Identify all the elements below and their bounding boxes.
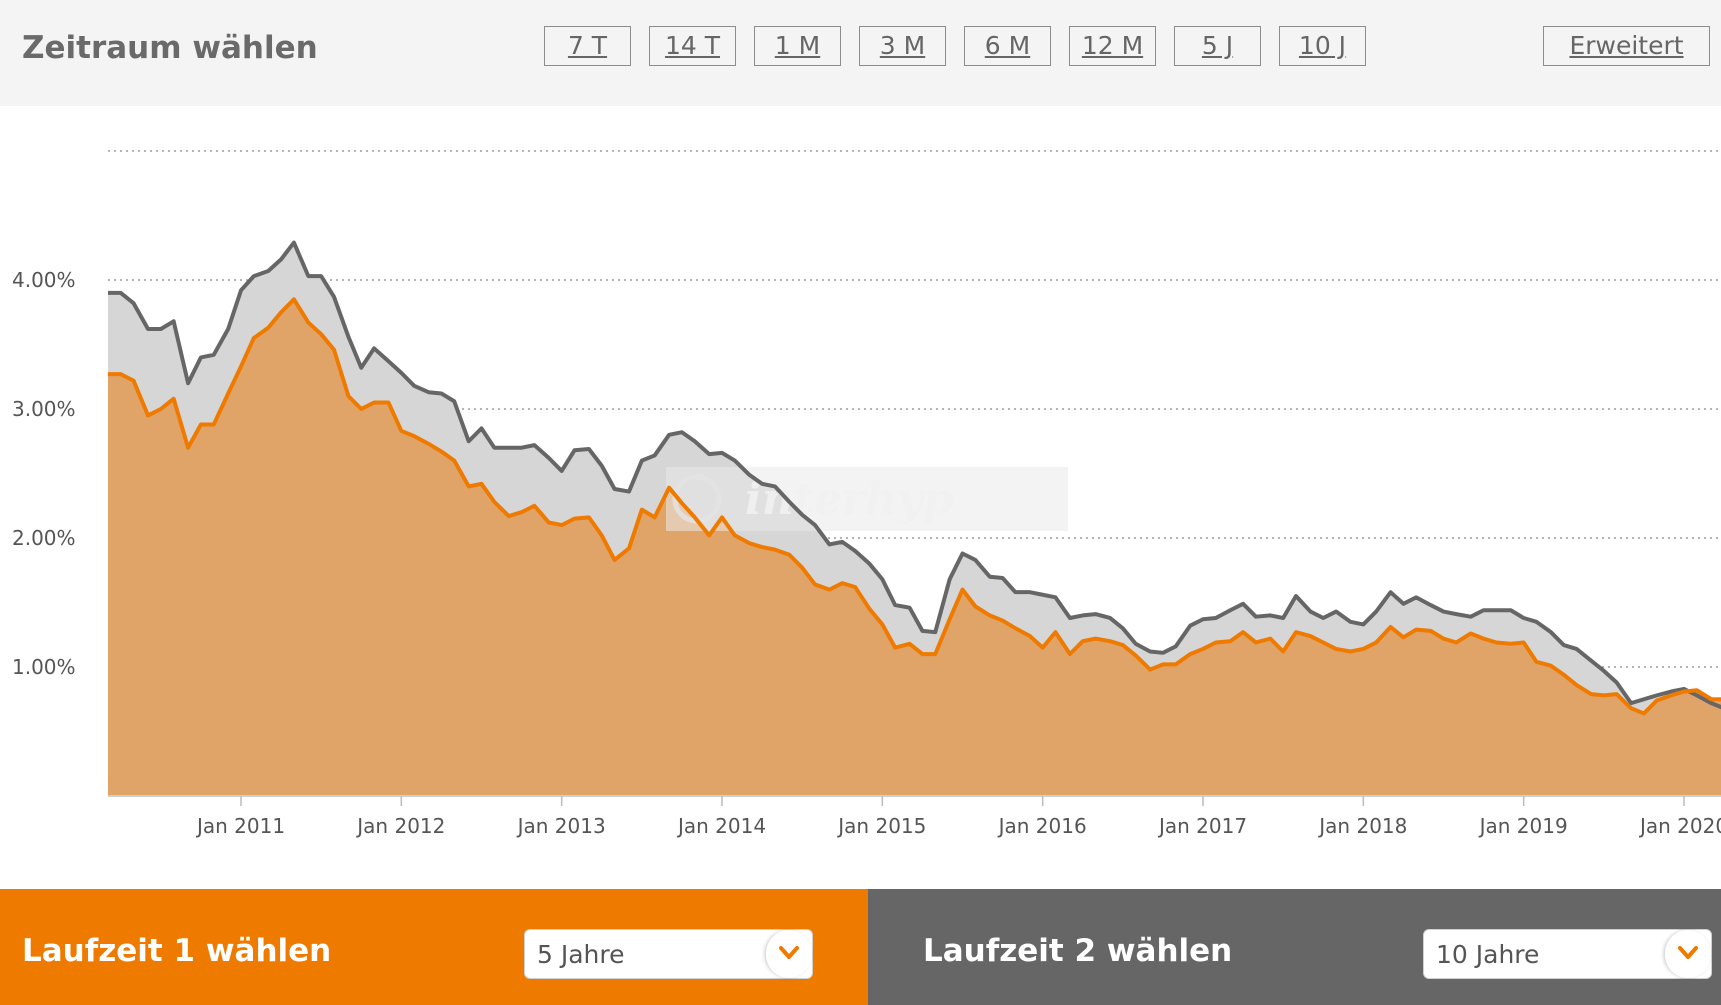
term2-value: 10 Jahre <box>1436 940 1539 969</box>
advanced-button[interactable]: Erweitert <box>1543 26 1710 66</box>
x-tick-label: Jan 2019 <box>1478 814 1568 838</box>
x-tick-label: Jan 2014 <box>676 814 766 838</box>
term1-panel: Laufzeit 1 wählen 5 Jahre <box>0 889 868 1005</box>
term2-panel: Laufzeit 2 wählen 10 Jahre <box>868 889 1721 1005</box>
term1-label: Laufzeit 1 wählen <box>22 933 331 969</box>
term1-value: 5 Jahre <box>537 940 625 969</box>
x-tick-label: Jan 2012 <box>355 814 445 838</box>
term2-select[interactable]: 10 Jahre <box>1423 929 1712 979</box>
term2-label: Laufzeit 2 wählen <box>923 933 1232 969</box>
x-tick-label: Jan 2018 <box>1317 814 1407 838</box>
range-button-12m[interactable]: 12 M <box>1069 26 1156 66</box>
range-button-1m[interactable]: 1 M <box>754 26 841 66</box>
term2-dropdown-toggle[interactable] <box>1664 930 1711 978</box>
y-axis: 1.00% 2.00% 3.00% 4.00% <box>12 268 76 679</box>
range-toolbar: Zeitraum wählen 7 T 14 T 1 M 3 M 6 M 12 … <box>0 0 1721 106</box>
x-axis: Jan 2011 Jan 2012 Jan 2013 Jan 2014 Jan 2015… <box>108 796 1721 838</box>
term1-dropdown-toggle[interactable] <box>765 930 812 978</box>
chevron-down-icon <box>778 944 800 962</box>
range-button-3m[interactable]: 3 M <box>859 26 946 66</box>
interest-rate-chart: interhyp 1.00%2.00%3.00%4.00% Jan 2011Ja… <box>0 106 1721 889</box>
x-tick-label: Jan 2013 <box>516 814 606 838</box>
chevron-down-icon <box>1677 944 1699 962</box>
range-button-7t[interactable]: 7 T <box>544 26 631 66</box>
x-tick-label: Jan 2017 <box>1157 814 1247 838</box>
y-tick-label: 1.00% <box>12 655 76 679</box>
range-button-5j[interactable]: 5 J <box>1174 26 1261 66</box>
range-button-6m[interactable]: 6 M <box>964 26 1051 66</box>
x-tick-label: Jan 2015 <box>836 814 926 838</box>
x-tick-label: Jan 2016 <box>997 814 1087 838</box>
range-title: Zeitraum wählen <box>22 30 318 66</box>
term1-select[interactable]: 5 Jahre <box>524 929 813 979</box>
x-tick-label: Jan 2020 <box>1638 814 1721 838</box>
range-button-10j[interactable]: 10 J <box>1279 26 1366 66</box>
watermark-text: interhyp <box>745 474 954 525</box>
x-tick-label: Jan 2011 <box>195 814 285 838</box>
y-tick-label: 4.00% <box>12 268 76 292</box>
y-tick-label: 2.00% <box>12 526 76 550</box>
range-button-14t[interactable]: 14 T <box>649 26 736 66</box>
y-tick-label: 3.00% <box>12 397 76 421</box>
